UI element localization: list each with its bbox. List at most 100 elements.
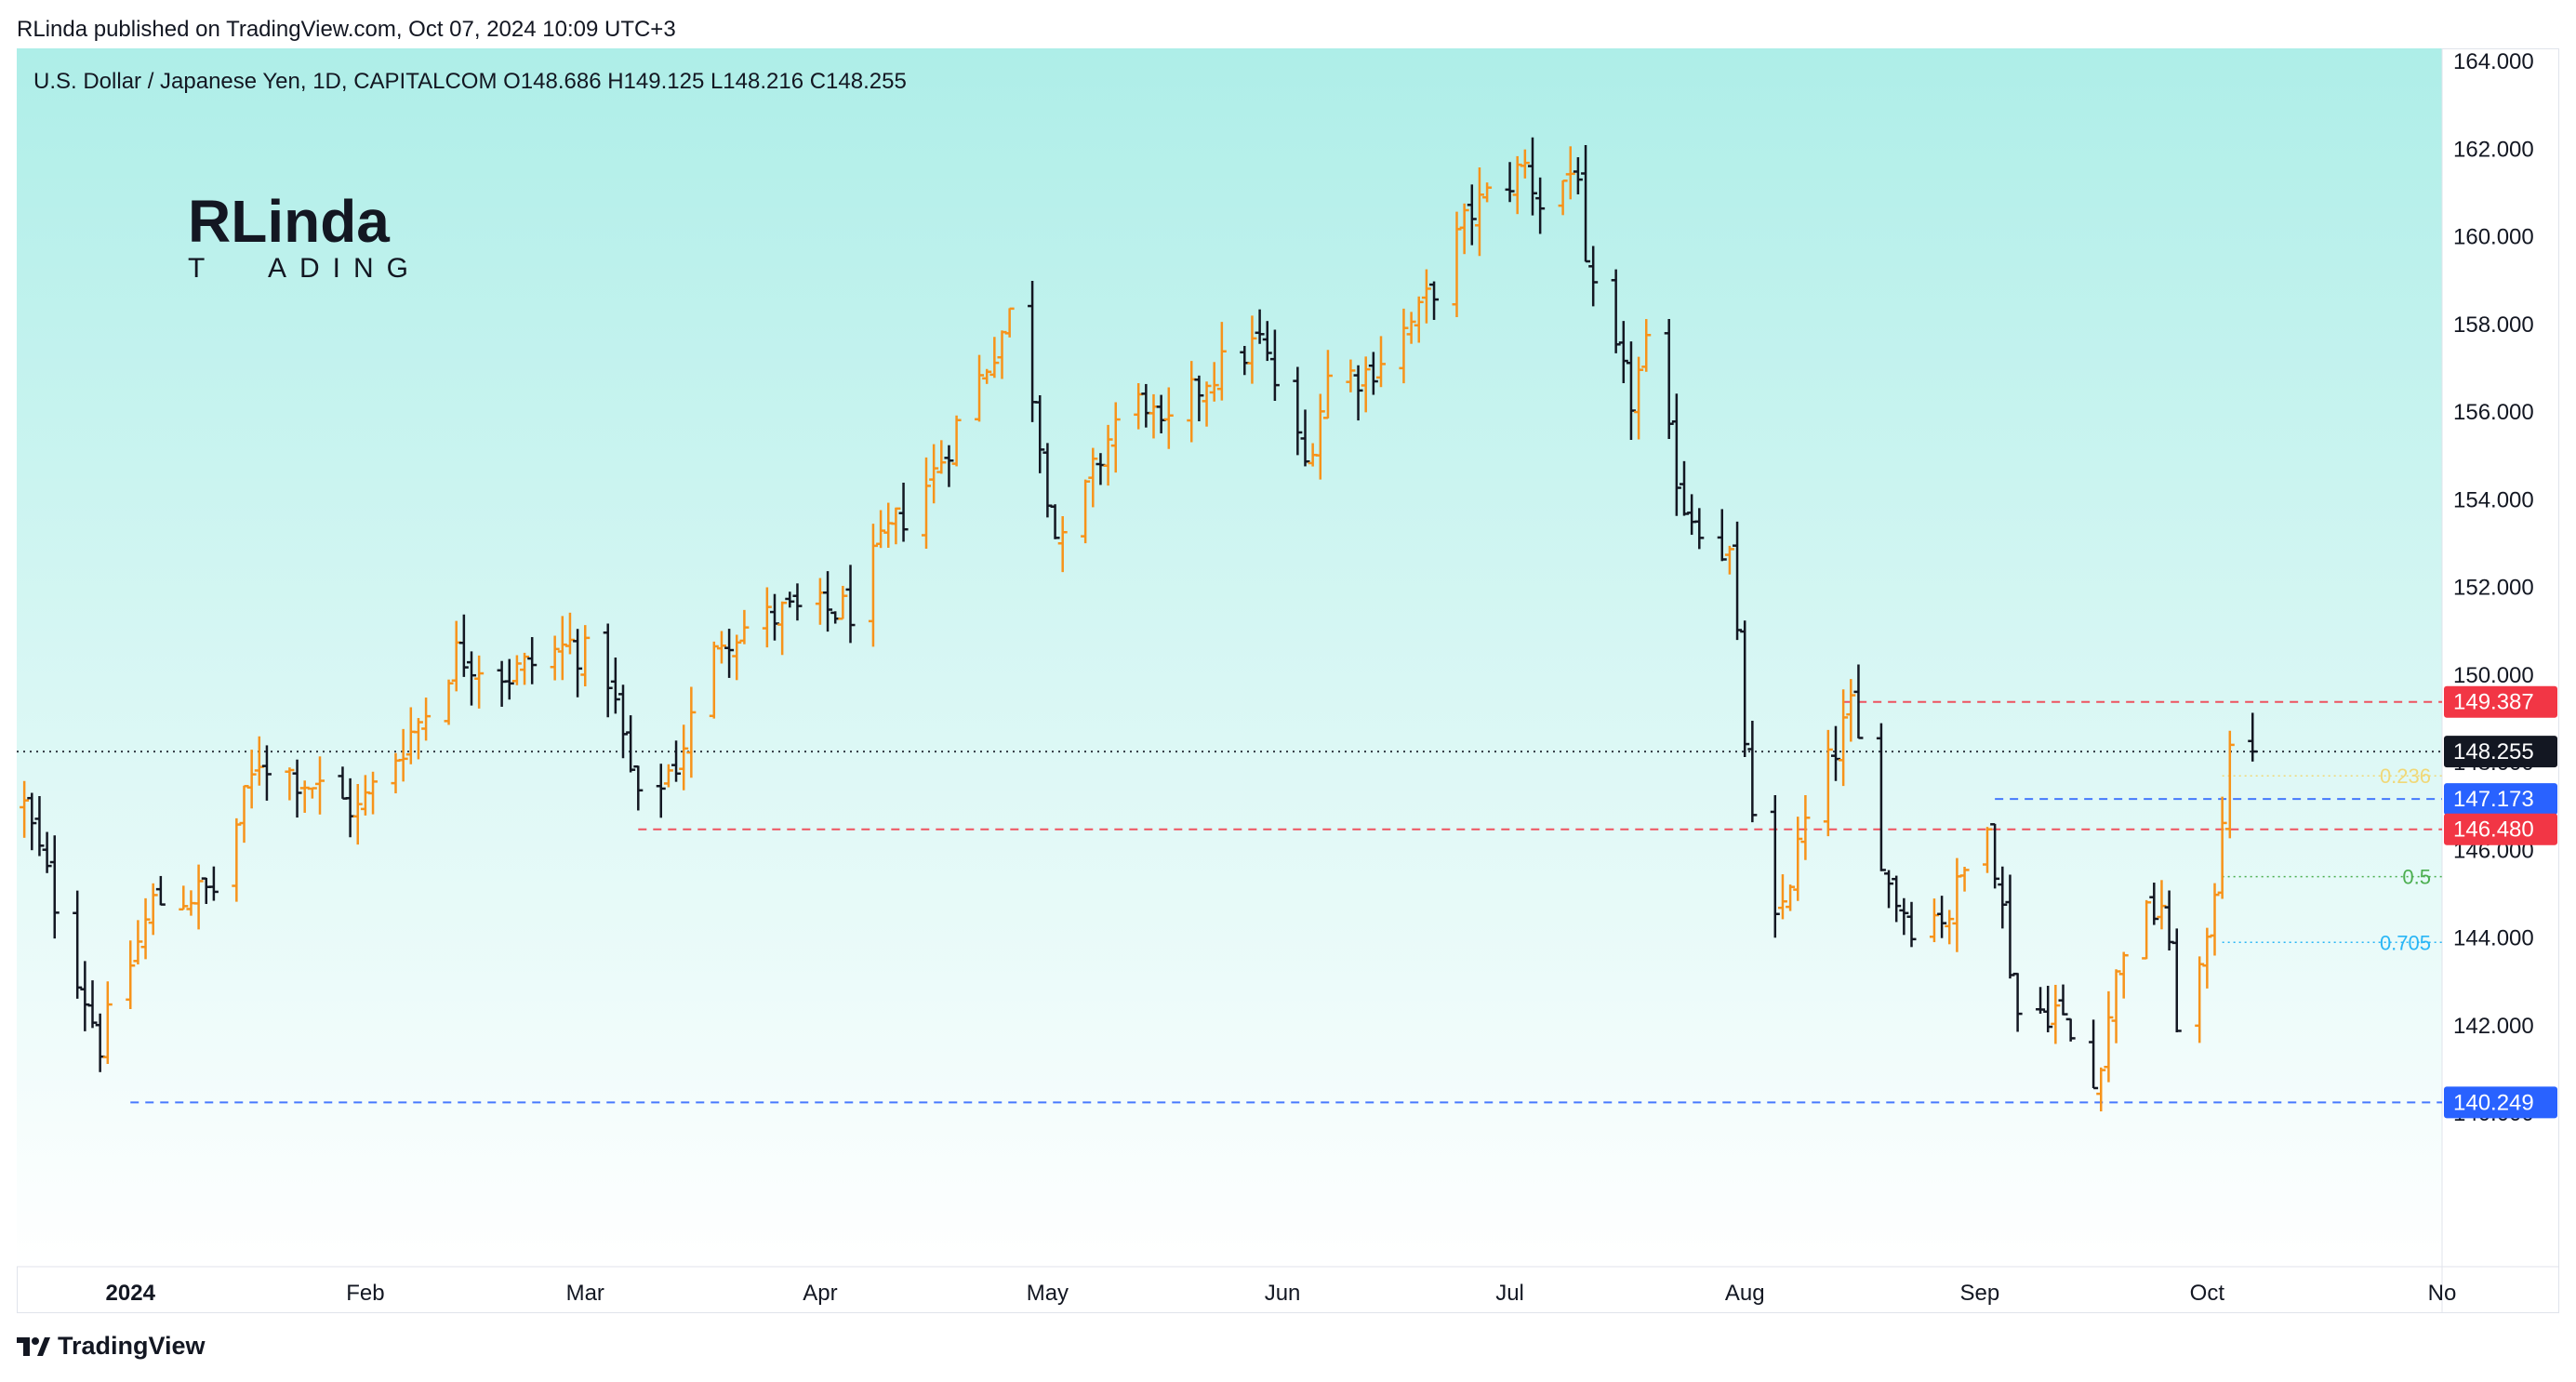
y-tick-label: 158.000 — [2453, 312, 2534, 338]
ohlc-bar-up — [2096, 1067, 2106, 1112]
ohlc-bar-down — [626, 715, 636, 773]
ohlc-bar-down — [944, 445, 954, 487]
ohlc-bar-down — [2005, 874, 2015, 979]
ohlc-bar-down — [527, 637, 538, 684]
ohlc-bar-up — [1520, 149, 1530, 179]
ohlc-bar-up — [368, 771, 378, 815]
ohlc-bar-up — [1839, 689, 1849, 787]
ohlc-bar-down — [49, 835, 60, 939]
ohlc-bar-up — [315, 756, 325, 815]
ohlc-bar-down — [2012, 972, 2023, 1032]
ohlc-bar-up — [1414, 296, 1424, 343]
x-tick-label: Apr — [803, 1281, 837, 1306]
ohlc-bar-up — [1800, 795, 1811, 860]
ohlc-bar-up — [474, 655, 485, 709]
ohlc-bar-up — [1421, 269, 1431, 324]
ohlc-bar-up — [777, 601, 788, 656]
ohlc-bar-up — [982, 368, 992, 384]
ohlc-bar-down — [1876, 723, 1886, 871]
ohlc-bar-up — [1202, 381, 1212, 427]
ohlc-bar-up — [838, 585, 848, 620]
ohlc-bar-down — [845, 565, 856, 644]
ohlc-bar-down — [1262, 321, 1272, 362]
ohlc-bar-up — [1057, 516, 1068, 573]
ohlc-bar-up — [1103, 424, 1113, 486]
ohlc-bar-up — [1346, 359, 1356, 392]
ohlc-bar-down — [458, 614, 469, 677]
ohlc-bar-down — [1269, 329, 1280, 401]
y-tick-label: 164.000 — [2453, 49, 2534, 74]
ohlc-bar-down — [292, 759, 302, 818]
ohlc-bar-up — [663, 764, 673, 788]
ohlc-bar-down — [656, 764, 666, 818]
ohlc-bar-up — [1482, 182, 1493, 203]
ohlc-bar-down — [1884, 870, 1894, 909]
y-tick-label: 154.000 — [2453, 487, 2534, 512]
ohlc-bar-up — [716, 631, 726, 664]
ohlc-bar-down — [2036, 987, 2046, 1014]
ohlc-bar-up — [989, 337, 1000, 379]
ohlc-bar-down — [1626, 341, 1636, 441]
footer-branding[interactable]: TradingView — [17, 1332, 206, 1361]
ohlc-bar-down — [1353, 365, 1363, 421]
ohlc-bar-down — [1255, 309, 1265, 344]
ohlc-bar-up — [679, 724, 689, 791]
ohlc-bar-down — [261, 745, 272, 801]
ohlc-bar-up — [179, 885, 189, 911]
ohlc-bar-down — [603, 623, 613, 718]
ohlc-bar-up — [2142, 899, 2152, 960]
ohlc-bar-up — [2217, 796, 2227, 899]
tradingview-logo-icon — [17, 1336, 50, 1356]
ohlc-bar-down — [1694, 508, 1705, 550]
x-tick-label: Feb — [346, 1281, 384, 1306]
publish-info: RLinda published on TradingView.com, Oct… — [17, 17, 676, 42]
logo-main-text: RLinda — [188, 188, 390, 255]
ohlc-bar-up — [1846, 679, 1856, 742]
ohlc-bar-up — [1081, 479, 1091, 544]
x-tick-label: Oct — [2190, 1281, 2225, 1306]
logo-trading-t: T — [188, 253, 210, 284]
x-tick-label: Jul — [1495, 1281, 1524, 1306]
ohlc-bar-up — [1406, 312, 1416, 344]
ohlc-bar-down — [792, 583, 803, 621]
ohlc-bar-up — [1983, 827, 1992, 873]
ohlc-bar-up — [2104, 990, 2114, 1083]
ohlc-bar-down — [1717, 509, 1727, 562]
ohlc-bar-up — [1399, 308, 1409, 384]
ohlc-bar-down — [1050, 504, 1060, 539]
ohlc-bar-up — [148, 883, 158, 936]
logo-trading-rest: ADING — [268, 253, 421, 284]
ohlc-bar-up — [1322, 350, 1333, 419]
ohlc-bar-up — [511, 655, 522, 685]
ohlc-bar-down — [1611, 269, 1621, 353]
ohlc-bar-down — [573, 629, 583, 698]
ohlc-bar-down — [2089, 1019, 2099, 1090]
ohlc-bar-up — [1459, 203, 1469, 255]
ohlc-bar-down — [1581, 145, 1591, 263]
fib-level-label: 0.5 — [2402, 866, 2431, 889]
ohlc-bar-up — [444, 679, 454, 725]
ohlc-bar-up — [232, 817, 242, 902]
ohlc-bar-down — [34, 796, 45, 857]
x-tick-label: Sep — [1959, 1281, 1999, 1306]
ohlc-bar-down — [1740, 620, 1750, 758]
ohlc-bar-down — [2043, 985, 2053, 1032]
ohlc-bar-down — [633, 764, 644, 811]
ohlc-bar-down — [1588, 246, 1599, 307]
ohlc-bar-down — [898, 482, 909, 542]
ohlc-bar-up — [133, 920, 143, 964]
ohlc-bar-up — [975, 354, 985, 422]
symbol-info: U.S. Dollar / Japanese Yen, 1D, CAPITALC… — [33, 69, 907, 94]
ohlc-bar-down — [1573, 157, 1583, 194]
x-tick-label: May — [1027, 1281, 1069, 1306]
ohlc-bar-down — [1293, 366, 1303, 456]
ohlc-bar-up — [2157, 880, 2167, 930]
y-tick-label: 142.000 — [2453, 1014, 2534, 1039]
y-tick-label: 162.000 — [2453, 137, 2534, 162]
ohlc-bar-up — [868, 524, 878, 647]
ohlc-bar-down — [1853, 664, 1864, 739]
ohlc-bar-down — [42, 831, 52, 873]
ohlc-bar-down — [1664, 319, 1674, 440]
x-tick-label: 2024 — [106, 1281, 156, 1306]
